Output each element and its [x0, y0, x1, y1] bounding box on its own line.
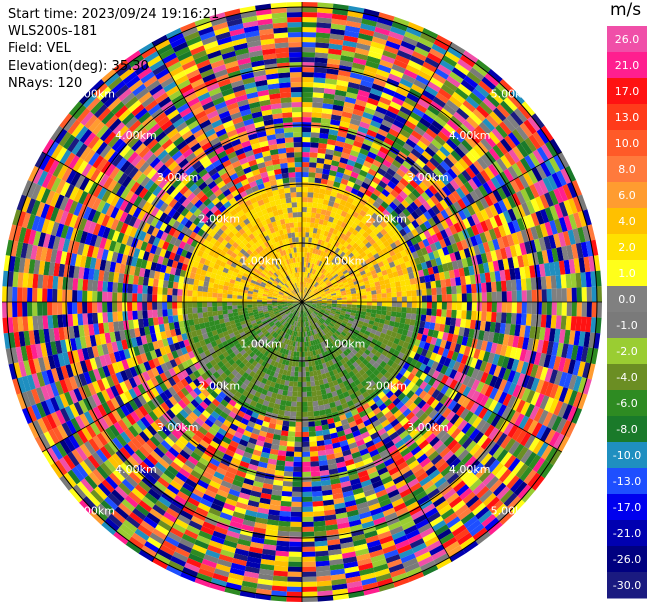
- ring-label: 2.00km: [199, 379, 241, 392]
- ring-label: 5.00km: [491, 505, 533, 518]
- colorbar-tick: 10.0: [615, 137, 640, 150]
- ring-label: 4.00km: [115, 463, 157, 476]
- colorbar-tick: 21.0: [615, 59, 640, 72]
- nrays-label: NRays: 120: [8, 75, 83, 91]
- velocity-rays: [2, 2, 602, 602]
- colorbar-tick: -8.0: [616, 423, 637, 436]
- colorbar-swatch: [607, 338, 647, 365]
- colorbar-tick: 6.0: [618, 189, 636, 202]
- colorbar-tick: 8.0: [618, 163, 636, 176]
- colorbar-swatch: [607, 78, 647, 105]
- field-label: Field: VEL: [8, 41, 71, 57]
- ring-label: 4.00km: [115, 129, 157, 142]
- azimuth-line: [301, 301, 453, 563]
- ring-label: 2.00km: [365, 379, 407, 392]
- range-grid: 1.00km 1.00km 1.00km 1.00km 2.00km 2.00km 2.00…: [2, 2, 602, 602]
- colorbar-swatch: [607, 390, 647, 417]
- elevation-label: Elevation(deg): 35.30: [8, 58, 149, 74]
- colorbar: 26.0 21.0 17.0 13.0 10.0 8.0 6.0 4.0 2.0 1.0 0.0 -1…: [607, 26, 647, 599]
- colorbar-tick: -4.0: [616, 371, 637, 384]
- colorbar-unit: m/s: [610, 0, 642, 20]
- colorbar-tick: 13.0: [615, 111, 640, 124]
- colorbar-swatch: [607, 364, 647, 391]
- ring-label: 5.00km: [73, 87, 115, 100]
- colorbar-tick: -26.0: [613, 553, 641, 566]
- colorbar-swatch: [607, 572, 647, 599]
- azimuth-line: [41, 151, 303, 303]
- azimuth-line: [151, 41, 303, 303]
- colorbar-tick: -1.0: [616, 319, 637, 332]
- colorbar-swatch: [607, 52, 647, 79]
- ring-label: 1.00km: [240, 254, 282, 267]
- colorbar-swatch: [607, 156, 647, 183]
- colorbar-tick: 1.0: [618, 267, 636, 280]
- site-label: WLS200s-181: [8, 24, 98, 40]
- ring-label: 3.00km: [407, 421, 449, 434]
- ring-label: 2.00km: [365, 213, 407, 226]
- ring-label: 2.00km: [199, 213, 241, 226]
- colorbar-swatch: [607, 260, 647, 287]
- ring-label: 5.00km: [491, 87, 533, 100]
- ring-label: 3.00km: [157, 171, 199, 184]
- colorbar-swatch: [607, 234, 647, 261]
- colorbar-tick: -6.0: [616, 397, 637, 410]
- colorbar-swatch: [607, 104, 647, 131]
- colorbar-swatch: [607, 286, 647, 313]
- start-time-label: Start time: 2023/09/24 19:16:21: [8, 7, 220, 22]
- scan-info: Start time: 2023/09/24 19:16:21 WLS200s-…: [8, 6, 219, 92]
- azimuth-line: [301, 41, 453, 303]
- colorbar-tick: -10.0: [613, 449, 641, 462]
- colorbar-swatch: [607, 468, 647, 495]
- colorbar-tick: -21.0: [613, 527, 641, 540]
- ring-label: 1.00km: [240, 338, 282, 351]
- colorbar-swatch: [607, 494, 647, 521]
- ring-label: 3.00km: [407, 171, 449, 184]
- colorbar-tick: -30.0: [613, 579, 641, 592]
- ring-label: 1.00km: [324, 338, 366, 351]
- colorbar-swatch: [607, 442, 647, 469]
- colorbar-swatch: [607, 520, 647, 547]
- ring-label: 4.00km: [449, 463, 491, 476]
- colorbar-tick: -2.0: [616, 345, 637, 358]
- colorbar-swatch: [607, 182, 647, 209]
- colorbar-tick: -17.0: [613, 501, 641, 514]
- azimuth-line: [41, 301, 303, 453]
- azimuth-line: [151, 301, 303, 563]
- colorbar-swatch: [607, 546, 647, 573]
- ring-label: 4.00km: [449, 129, 491, 142]
- colorbar-swatch: [607, 130, 647, 157]
- azimuth-line: [301, 301, 563, 453]
- colorbar-swatch: [607, 312, 647, 339]
- colorbar-tick: -13.0: [613, 475, 641, 488]
- ring-label: 5.00km: [73, 505, 115, 518]
- colorbar-tick: 17.0: [615, 85, 640, 98]
- colorbar-tick: 4.0: [618, 215, 636, 228]
- colorbar-swatch: [607, 26, 647, 53]
- colorbar-swatch: [607, 416, 647, 443]
- azimuth-line: [301, 151, 563, 303]
- colorbar-tick: 2.0: [618, 241, 636, 254]
- colorbar-tick: 26.0: [615, 33, 640, 46]
- ring-label: 3.00km: [157, 421, 199, 434]
- colorbar-tick: 0.0: [618, 293, 636, 306]
- colorbar-swatch: [607, 208, 647, 235]
- ring-label: 1.00km: [324, 254, 366, 267]
